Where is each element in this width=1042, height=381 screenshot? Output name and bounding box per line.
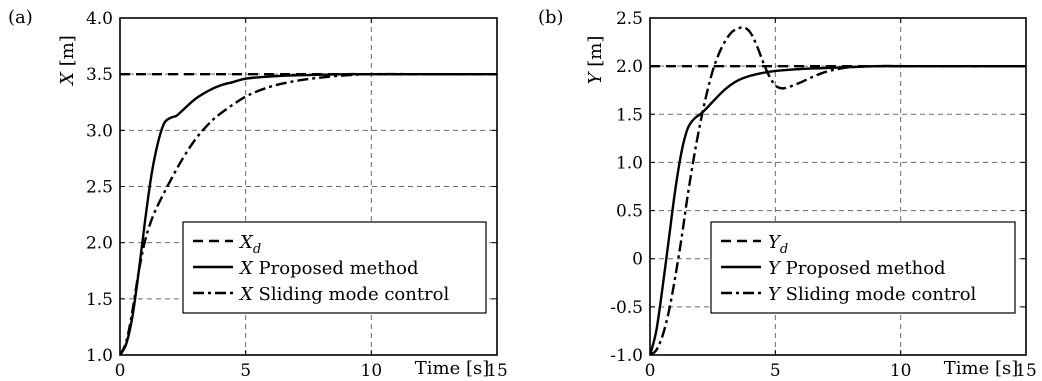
- x-axis-label: Time [s]: [944, 358, 1019, 379]
- y-tick-label: 1.0: [86, 346, 113, 366]
- x-tick-label: 5: [240, 361, 251, 381]
- legend-entry: X Sliding mode control: [238, 284, 449, 305]
- x-axis-label: Time [s]: [415, 358, 490, 379]
- x-tick-label: 5: [770, 361, 781, 381]
- legend-entry: Xd: [238, 232, 261, 257]
- legend-entry: X Proposed method: [238, 258, 419, 279]
- y-tick-label: 2.5: [86, 178, 113, 198]
- x-tick-label: 10: [361, 361, 383, 381]
- panel-label: (a): [8, 7, 33, 28]
- y-tick-label: 3.0: [86, 121, 113, 141]
- y-tick-label: 1.5: [86, 290, 113, 310]
- y-tick-label: 2.0: [86, 234, 113, 254]
- y-tick-label: 3.5: [86, 65, 113, 85]
- x-tick-label: 15: [486, 361, 508, 381]
- legend: XdX Proposed method X Sliding mode contro…: [182, 221, 487, 314]
- legend-entry: Y Sliding mode control: [768, 284, 977, 305]
- series-line-dashdot: [650, 26, 1026, 355]
- x-tick-label: 15: [1015, 361, 1037, 381]
- series-line-dashdot: [120, 72, 497, 355]
- y-tick-label: 2.5: [616, 9, 643, 29]
- y-tick-label: 1.0: [616, 153, 643, 173]
- y-tick-label: 0.5: [616, 202, 643, 222]
- legend-entry: Yd: [768, 232, 788, 257]
- x-tick-label: 0: [115, 361, 126, 381]
- y-axis-label: Y [m]: [585, 36, 606, 85]
- y-tick-label: 2.0: [616, 57, 643, 77]
- y-axis-label: X [m]: [57, 35, 78, 87]
- y-tick-label: 4.0: [86, 9, 113, 29]
- legend-entry: Y Proposed method: [768, 258, 946, 279]
- panel-label: (b): [538, 7, 564, 28]
- x-tick-label: 10: [890, 361, 912, 381]
- x-tick-label: 0: [645, 361, 656, 381]
- legend: YdY Proposed method Y Sliding mode contro…: [710, 221, 1016, 314]
- chart-panel-1: 0 5 10 15 -1.0 -0.5 0 0.5 1.0 1.5 2.0 2.5 (b) Y [m] Ti…: [538, 7, 1037, 381]
- plot-frame: [649, 17, 1027, 356]
- chart-panel-0: 0 5 10 15 1.0 1.5 2.0 2.5 3.0 3.5 4.0 (a) X [m] Time …: [8, 7, 508, 381]
- legend-box: [182, 221, 487, 314]
- y-tick-label: 1.5: [616, 105, 643, 125]
- legend-box: [710, 221, 1016, 314]
- y-tick-label: -0.5: [610, 298, 643, 318]
- series-line-solid: [120, 72, 497, 355]
- y-tick-label: 0: [632, 250, 643, 270]
- y-tick-label: -1.0: [610, 346, 643, 366]
